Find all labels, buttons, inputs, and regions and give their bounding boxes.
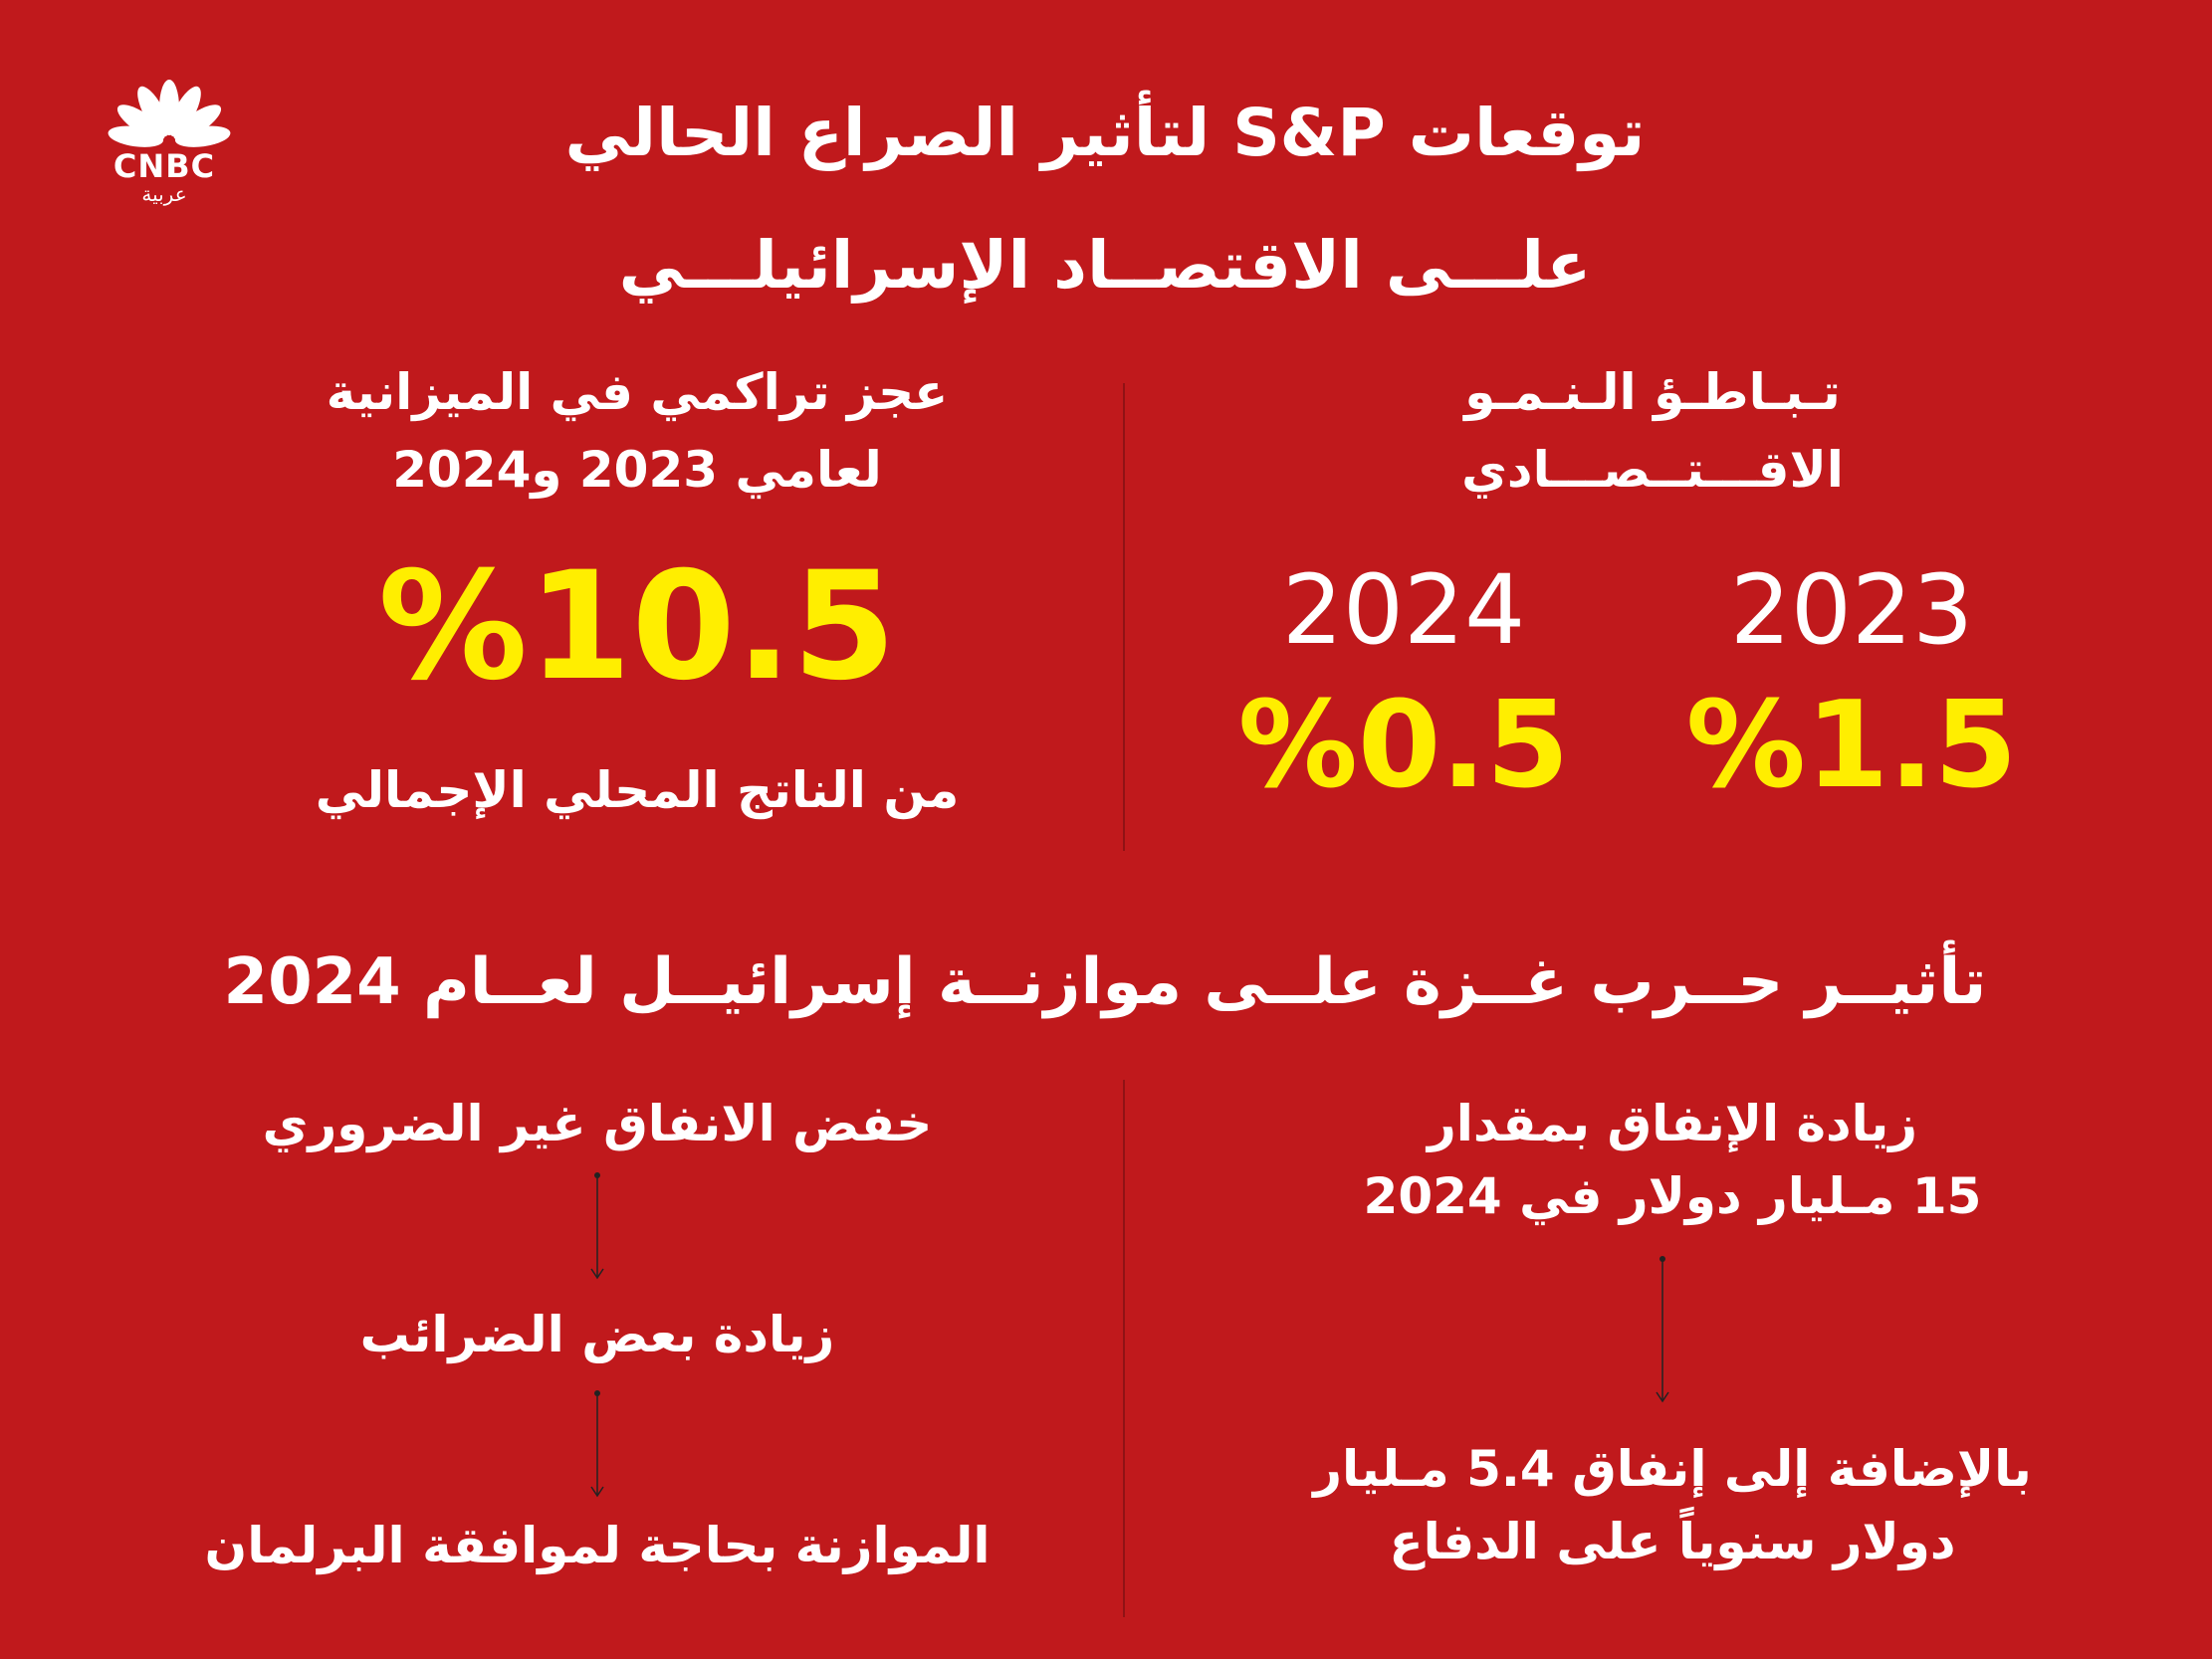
- divider-bottom: [1123, 1080, 1125, 1617]
- cnbc-peacock-logo: [90, 80, 249, 219]
- spending-cut-step3: الموازنة بحاجة لموافقة البرلمان: [204, 1517, 991, 1574]
- deficit-value: %10.5: [377, 540, 897, 714]
- growth-value-2024: %0.5: [1237, 677, 1570, 815]
- growth-value-2023: %1.5: [1685, 677, 2018, 815]
- logo-subtitle: عربية: [141, 182, 187, 206]
- spending-increase-line3: بالإضافة إلى إنفاق 5.4 مـليار: [1313, 1440, 2032, 1498]
- logo-wordmark: CNBC: [112, 147, 216, 185]
- growth-heading-line1: تـبـاطـؤ الـنـمـو: [1464, 363, 1841, 421]
- spending-increase-line1: زيادة الإنفاق بمقدار: [1427, 1095, 1918, 1152]
- spending-increase-line4: دولار سنوياً على الدفاع: [1389, 1513, 1956, 1570]
- arrow-down-icon: [589, 1390, 605, 1500]
- deficit-heading-line1: عجز تراكمي في الميزانية: [326, 363, 949, 421]
- deficit-caption: من الناتج المحلي الإجمالي: [315, 761, 960, 819]
- page-title-line1: توقعات S&P لتأثير الصراع الحالي: [564, 95, 1646, 171]
- page-title-line2: علـــى الاقتصــاد الإسرائيلـــي: [618, 227, 1592, 304]
- spending-cut-step2: زيادة بعض الضرائب: [359, 1306, 835, 1363]
- divider-top: [1123, 383, 1125, 851]
- growth-heading-line2: الاقـــتــصـــادي: [1461, 441, 1844, 499]
- spending-increase-line2: 15 مـليار دولار في 2024: [1363, 1167, 1982, 1225]
- section2-title: تأثيــر حــرب غــزة علــى موازنــة إسرائ…: [223, 945, 1987, 1019]
- spending-cut-step1: خفض الانفاق غير الضروري: [262, 1095, 933, 1152]
- arrow-down-icon: [589, 1172, 605, 1282]
- deficit-heading-line2: لعامي 2023 و2024: [392, 441, 882, 499]
- growth-year-2023: 2023: [1729, 554, 1974, 666]
- peacock-icon: [108, 80, 231, 147]
- growth-year-2024: 2024: [1281, 554, 1526, 666]
- arrow-down-icon: [1655, 1256, 1670, 1405]
